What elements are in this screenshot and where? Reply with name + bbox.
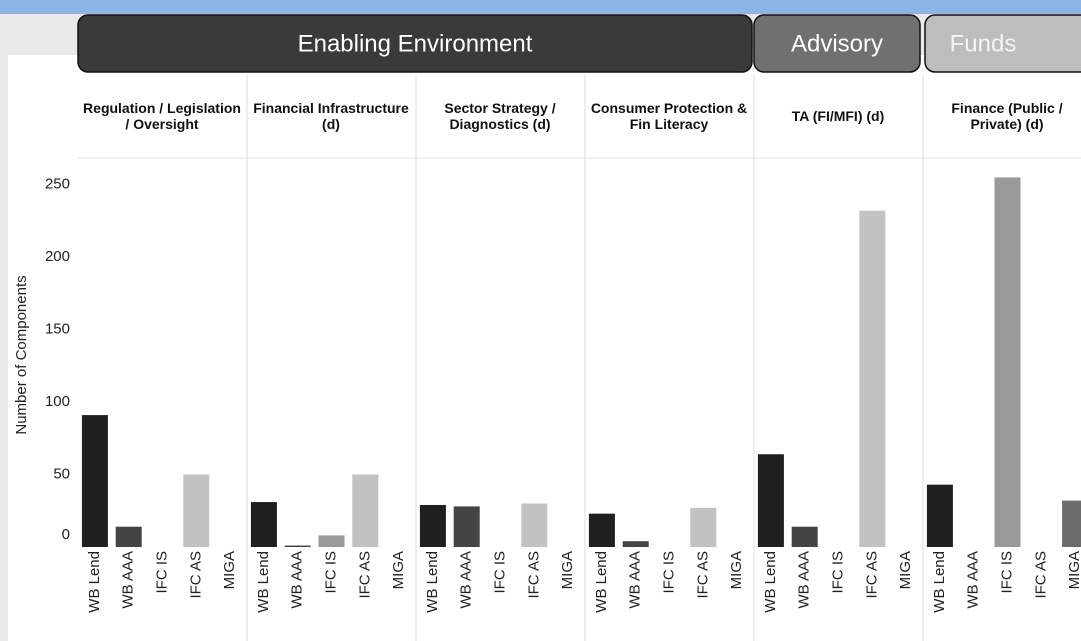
x-tick-label: MIGA	[897, 551, 914, 589]
x-tick-label: WB AAA	[965, 551, 982, 609]
bar	[622, 541, 649, 547]
x-tick-label: IFC AS	[863, 551, 880, 599]
x-tick-label: WB AAA	[289, 551, 306, 609]
x-tick-label: WB AAA	[458, 551, 475, 609]
y-tick-label: 0	[62, 526, 70, 543]
bar	[453, 506, 480, 547]
y-tick-label: 200	[45, 248, 70, 265]
x-tick-label: IFC IS	[322, 551, 339, 594]
bar	[419, 504, 446, 547]
header-group-box	[753, 14, 921, 73]
bar	[521, 503, 548, 547]
bar	[859, 210, 886, 547]
bar	[183, 474, 210, 547]
y-tick-label: 100	[45, 393, 70, 410]
x-tick-label: WB AAA	[627, 551, 644, 609]
bar	[791, 526, 818, 547]
x-tick-label: IFC IS	[660, 551, 677, 594]
x-tick-label: IFC IS	[153, 551, 170, 594]
panel-title: Regulation / Legislation / Oversight	[83, 100, 241, 132]
bar	[284, 545, 311, 547]
x-tick-label: IFC AS	[356, 551, 373, 599]
panel-title: Finance (Public / Private) (d)	[951, 100, 1063, 132]
header-group-label: Enabling Environment	[298, 30, 533, 57]
bar	[757, 454, 784, 547]
bar	[250, 502, 277, 547]
x-tick-label: IFC IS	[829, 551, 846, 594]
header-group-label: Advisory	[791, 30, 883, 57]
y-tick-label: 150	[45, 321, 70, 338]
header-group-label: Funds	[950, 30, 1017, 57]
x-tick-label: MIGA	[728, 551, 745, 589]
x-tick-label: IFC IS	[491, 551, 508, 594]
bar	[352, 474, 379, 547]
x-tick-label: MIGA	[221, 551, 238, 589]
panel-title: Consumer Protection & Fin Literacy	[590, 100, 748, 132]
x-tick-label: IFC AS	[525, 551, 542, 599]
panel-title: Sector Strategy / Diagnostics (d)	[444, 100, 556, 132]
x-tick-label: WB AAA	[120, 551, 137, 609]
x-tick-label: IFC AS	[1032, 551, 1049, 599]
x-tick-label: IFC IS	[998, 551, 1015, 594]
header-group-box	[77, 14, 753, 73]
x-tick-label: WB Lend	[931, 551, 948, 613]
x-tick-label: IFC AS	[694, 551, 711, 599]
bar	[926, 484, 953, 547]
header-group-box	[924, 14, 1081, 73]
bar	[588, 513, 615, 547]
bar	[81, 415, 108, 547]
bar	[690, 507, 717, 547]
bar	[318, 535, 345, 547]
y-tick-label: 250	[45, 176, 70, 193]
x-tick-label: WB Lend	[255, 551, 272, 613]
bar	[994, 177, 1021, 548]
x-tick-label: IFC AS	[187, 551, 204, 599]
x-tick-label: MIGA	[390, 551, 407, 589]
bar	[115, 526, 142, 547]
panel-title: Financial Infrastructure (d)	[253, 100, 409, 132]
panel-title: TA (FI/MFI) (d)	[791, 108, 885, 124]
x-tick-label: WB Lend	[86, 551, 103, 613]
x-tick-label: WB Lend	[593, 551, 610, 613]
x-tick-label: WB Lend	[762, 551, 779, 613]
bar	[1062, 500, 1081, 547]
x-tick-label: MIGA	[1066, 551, 1081, 589]
y-tick-label: 50	[53, 465, 70, 482]
x-tick-label: WB Lend	[424, 551, 441, 613]
top-band	[0, 0, 1081, 14]
y-axis-label: Number of Components	[13, 275, 30, 434]
x-tick-label: WB AAA	[796, 551, 813, 609]
x-tick-label: MIGA	[559, 551, 576, 589]
